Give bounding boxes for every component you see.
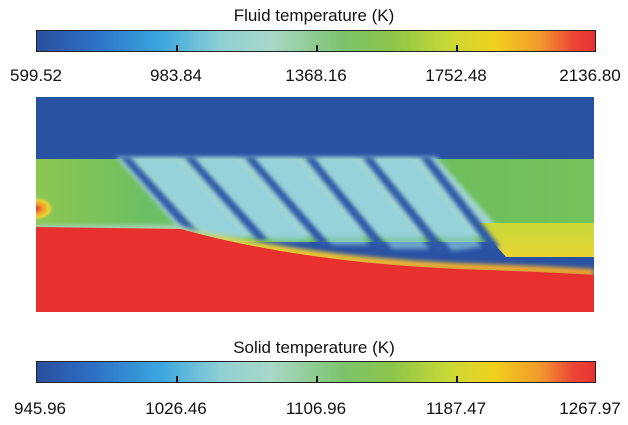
cold-jet-6 xyxy=(420,157,500,249)
jet-wakes xyxy=(136,159,482,251)
jet-wake-3 xyxy=(258,159,370,245)
jet-wake-1 xyxy=(136,159,248,237)
fluid-tick-label-3: 1752.48 xyxy=(425,66,487,85)
interface-layer xyxy=(36,225,594,277)
cold-jet-1 xyxy=(120,157,201,237)
cold-jet-5 xyxy=(362,157,448,253)
fluid-tick-label-0: 599.52 xyxy=(10,66,62,85)
fluid-tick-1 xyxy=(176,45,178,52)
solid-tick-label-4: 1267.97 xyxy=(559,399,621,418)
jet-wake-5 xyxy=(376,159,482,251)
warm-region-right xyxy=(476,223,594,257)
hot-solid-region xyxy=(36,227,594,312)
solid-tick-label-0: 945.96 xyxy=(14,399,66,418)
cold-jet-2 xyxy=(184,157,268,241)
fluid-colorbar xyxy=(36,30,596,52)
solid-tick-label-1: 1026.46 xyxy=(145,399,207,418)
fluid-tick-label-1: 983.84 xyxy=(150,66,202,85)
fluid-tick-label-2: 1368.16 xyxy=(285,66,347,85)
temperature-field xyxy=(36,97,594,312)
cold-jet-3 xyxy=(244,157,330,245)
cold-jets xyxy=(120,157,500,253)
solid-tick-1 xyxy=(176,376,178,383)
solid-colorbar xyxy=(36,361,596,383)
fluid-tick-2 xyxy=(316,45,318,52)
fluid-colorbar-title: Fluid temperature (K) xyxy=(233,6,395,25)
solid-tick-label-2: 1106.96 xyxy=(285,399,347,418)
solid-tick-3 xyxy=(456,376,458,383)
jet-wake-4 xyxy=(318,159,430,249)
cold-jet-4 xyxy=(304,157,388,249)
fluid-tick-label-4: 2136.80 xyxy=(559,66,621,85)
solid-tick-label-3: 1187.47 xyxy=(425,399,487,418)
jet-wake-2 xyxy=(198,159,310,241)
solid-colorbar-title: Solid temperature (K) xyxy=(233,338,395,357)
fluid-tick-3 xyxy=(456,45,458,52)
solid-tick-2 xyxy=(316,376,318,383)
